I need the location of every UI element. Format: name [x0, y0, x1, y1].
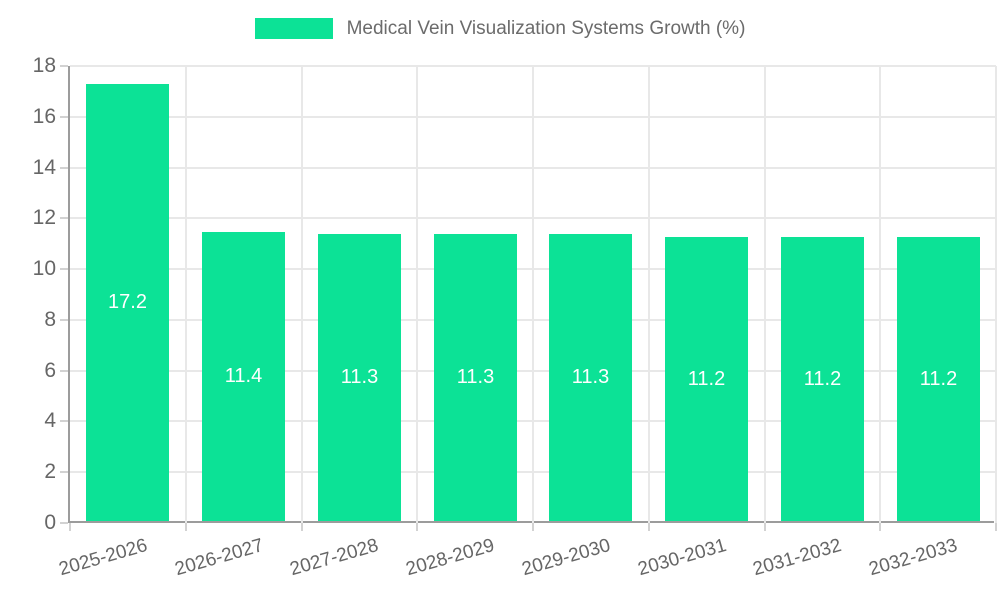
x-tick-mark [416, 523, 419, 531]
x-axis-tick-label: 2025-2026 [56, 535, 150, 581]
bar-value-label: 11.4 [224, 365, 263, 387]
y-tick-mark [60, 420, 68, 423]
legend-label: Medical Vein Visualization Systems Growt… [346, 18, 746, 39]
y-axis-tick-label: 14 [32, 155, 56, 179]
bar: 11.4 [202, 232, 285, 521]
y-tick-mark [60, 522, 68, 524]
y-tick-mark [60, 166, 68, 169]
y-tick-mark [60, 217, 68, 220]
y-axis-tick-label: 10 [32, 257, 56, 281]
bar-value-label: 11.3 [571, 366, 610, 388]
y-axis-tick-label: 18 [32, 54, 56, 77]
y-axis-tick-label: 4 [44, 409, 56, 433]
x-gridline [300, 66, 303, 523]
x-tick-mark [647, 523, 650, 531]
bar-value-label: 11.3 [456, 366, 495, 388]
bar: 11.2 [665, 237, 748, 521]
bar: 11.2 [897, 237, 980, 521]
y-tick-mark [60, 471, 68, 474]
y-tick-mark [60, 65, 68, 67]
bar-value-label: 11.3 [340, 366, 379, 388]
y-tick-mark [60, 115, 68, 118]
bar: 11.2 [781, 237, 864, 521]
bar-value-label: 17.2 [108, 291, 147, 313]
y-tick-mark [60, 268, 68, 271]
y-axis-tick-label: 6 [44, 358, 56, 382]
x-axis-tick-label: 2026-2027 [172, 535, 266, 581]
x-tick-mark [995, 523, 997, 531]
y-axis-tick-label: 2 [44, 460, 56, 484]
bar-value-label: 11.2 [803, 367, 842, 390]
chart-legend: Medical Vein Visualization Systems Growt… [0, 18, 1000, 39]
y-tick-mark [60, 318, 68, 321]
bar: 11.3 [318, 234, 401, 521]
x-axis-tick-label: 2028-2029 [403, 535, 497, 581]
y-axis-tick-label: 8 [44, 307, 56, 331]
bar-value-label: 11.2 [687, 367, 726, 390]
x-axis-tick-label: 2029-2030 [519, 535, 613, 581]
x-axis-tick-label: 2031-2032 [750, 535, 844, 581]
bar: 17.2 [86, 84, 169, 521]
y-axis-tick-label: 0 [44, 511, 56, 534]
bar: 11.3 [549, 234, 632, 521]
x-gridline [995, 66, 997, 523]
x-axis-tick-label: 2032-2033 [866, 535, 960, 581]
x-gridline [879, 66, 882, 523]
x-gridline [532, 66, 534, 523]
x-tick-mark [300, 523, 303, 531]
x-gridline [416, 66, 419, 523]
bar: 11.3 [434, 234, 517, 521]
x-tick-mark [69, 523, 71, 531]
x-tick-mark [184, 523, 187, 531]
x-gridline [763, 66, 766, 523]
y-axis-tick-label: 16 [32, 104, 56, 128]
x-axis-tick-label: 2027-2028 [287, 535, 381, 581]
y-axis-tick-label: 12 [32, 206, 56, 230]
x-tick-mark [879, 523, 882, 531]
legend-swatch-icon [254, 18, 333, 39]
x-tick-mark [763, 523, 766, 531]
x-gridline [184, 66, 187, 523]
x-gridline [647, 66, 650, 523]
y-tick-mark [60, 369, 68, 372]
x-axis-tick-label: 2030-2031 [635, 535, 729, 581]
bar-value-label: 11.2 [919, 367, 958, 390]
plot-area: 0 2 4 6 8 10 12 14 16 18 17.2 11.4 11.3 11.3 11.3 11.2 1… [33, 54, 997, 580]
x-tick-mark [532, 523, 534, 531]
